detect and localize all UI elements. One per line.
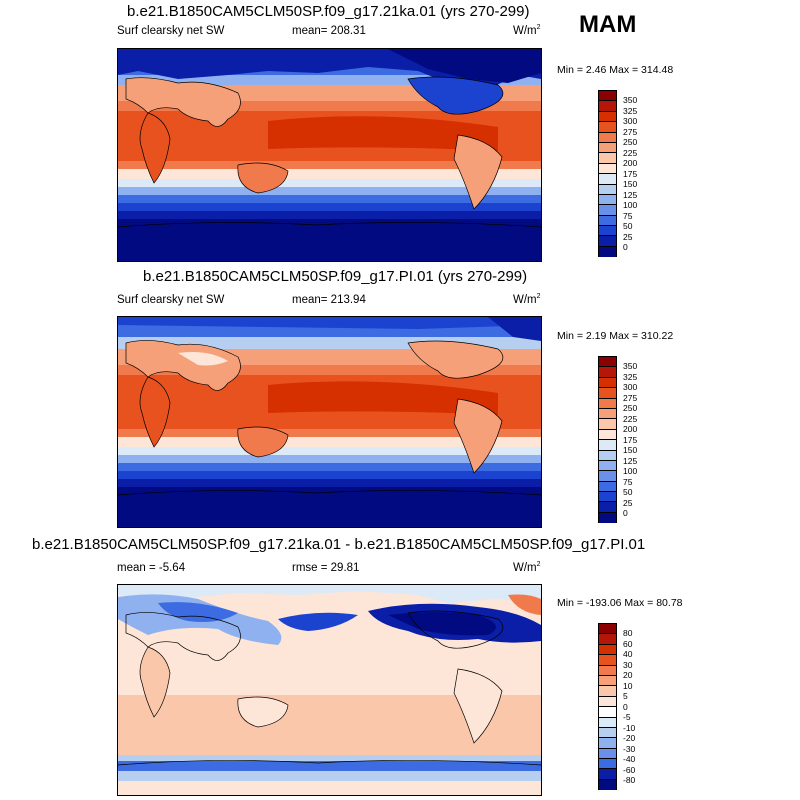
tick-label: 50 <box>623 487 633 497</box>
panel-2-minmax: Min = 2.19 Max = 310.22 <box>557 330 674 342</box>
tick-label: 175 <box>623 168 638 179</box>
tick-label: 300 <box>623 116 638 126</box>
panel-3-colorbar <box>598 623 617 791</box>
panel-3-map <box>117 584 542 796</box>
tick-label: 325 <box>623 105 638 116</box>
tick-label: 350 <box>623 361 638 371</box>
tick-label: 125 <box>623 455 638 466</box>
panel-1-title: b.e21.B1850CAM5CLM50SP.f09_g17.21ka.01 (… <box>127 3 530 20</box>
tick-label: 175 <box>623 434 638 445</box>
tick-label: 225 <box>623 413 638 424</box>
panel-1-colorbar <box>598 90 617 258</box>
season-label: MAM <box>579 11 637 38</box>
tick-label: -20 <box>623 733 636 743</box>
tick-label: 30 <box>623 659 633 670</box>
tick-label: 275 <box>623 392 638 403</box>
panel-3-title: b.e21.B1850CAM5CLM50SP.f09_g17.21ka.01 -… <box>32 536 646 553</box>
panel-2-colorbar <box>598 356 617 524</box>
tick-label: -60 <box>623 764 636 775</box>
tick-label: 60 <box>623 638 633 649</box>
tick-label: 0 <box>623 242 628 252</box>
panel-2-map <box>117 316 542 528</box>
tick-label: 200 <box>623 424 638 434</box>
tick-label: 5 <box>623 691 628 701</box>
tick-label: 0 <box>623 701 628 712</box>
tick-label: 75 <box>623 210 633 221</box>
panel-3-mean-label: mean = -5.64 <box>117 562 186 574</box>
tick-label: 225 <box>623 147 638 158</box>
tick-label: 150 <box>623 179 638 189</box>
tick-label: -80 <box>623 775 636 785</box>
panel-1-minmax: Min = 2.46 Max = 314.48 <box>557 64 674 76</box>
tick-label: 75 <box>623 476 633 487</box>
tick-label: 250 <box>623 137 638 147</box>
panel-2-units: W/m2 <box>513 293 541 306</box>
tick-label: 10 <box>623 680 633 691</box>
tick-label: 275 <box>623 126 638 137</box>
tick-label: -5 <box>623 712 631 722</box>
panel-2-title: b.e21.B1850CAM5CLM50SP.f09_g17.PI.01 (yr… <box>143 268 528 285</box>
tick-label: 125 <box>623 189 638 200</box>
tick-label: 300 <box>623 382 638 392</box>
tick-label: 100 <box>623 466 638 476</box>
tick-label: -10 <box>623 722 636 733</box>
tick-label: 25 <box>623 497 633 508</box>
panel-1-map <box>117 48 542 262</box>
tick-label: 0 <box>623 508 628 518</box>
tick-label: 200 <box>623 158 638 168</box>
panel-1-mean-label: mean= 208.31 <box>292 25 366 37</box>
panel-1-units: W/m2 <box>513 24 541 37</box>
tick-label: 20 <box>623 670 633 680</box>
tick-label: -30 <box>623 743 636 754</box>
tick-label: 350 <box>623 95 638 105</box>
panel-3-rmse-label: rmse = 29.81 <box>292 562 360 574</box>
tick-label: 50 <box>623 221 633 231</box>
tick-label: -40 <box>623 754 636 764</box>
tick-label: 80 <box>623 628 633 638</box>
tick-label: 250 <box>623 403 638 413</box>
tick-label: 325 <box>623 371 638 382</box>
panel-2-variable-label: Surf clearsky net SW <box>117 294 225 306</box>
panel-2-mean-label: mean= 213.94 <box>292 294 366 306</box>
tick-label: 150 <box>623 445 638 455</box>
tick-label: 100 <box>623 200 638 210</box>
panel-1-variable-label: Surf clearsky net SW <box>117 25 225 37</box>
tick-label: 25 <box>623 231 633 242</box>
tick-label: 40 <box>623 649 633 659</box>
panel-3-minmax: Min = -193.06 Max = 80.78 <box>557 597 683 609</box>
panel-3-units: W/m2 <box>513 561 541 574</box>
